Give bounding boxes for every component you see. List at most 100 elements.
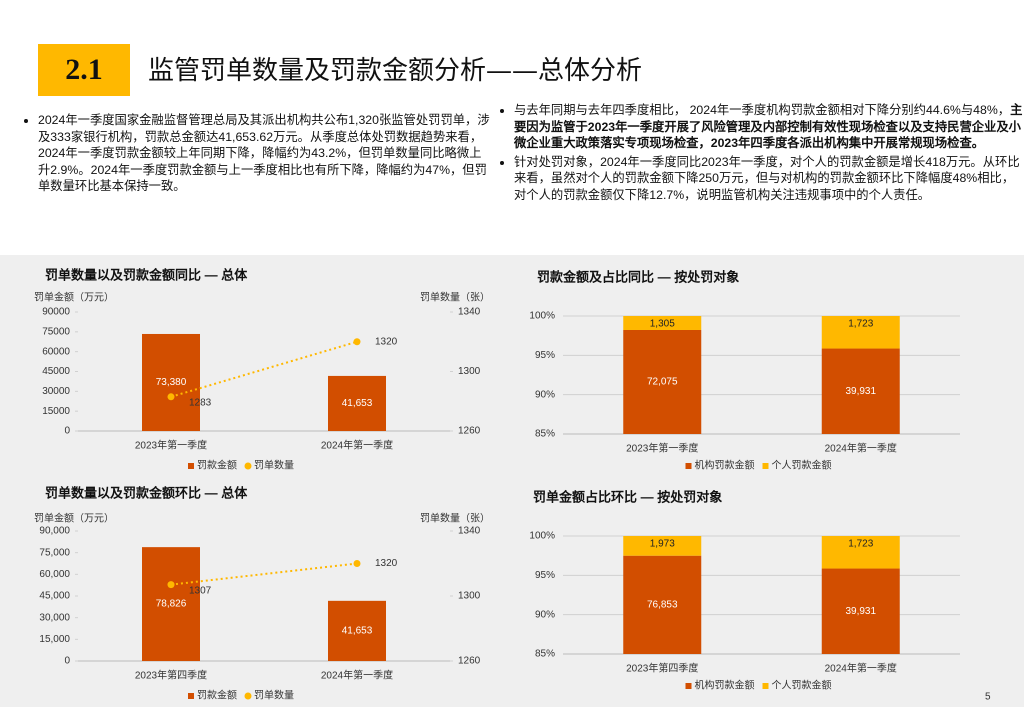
legend-swatch — [762, 683, 769, 689]
point-label: 1320 — [375, 558, 398, 569]
x-tick-label: 2024年第一季度 — [321, 669, 393, 682]
y-tick-label: 45000 — [42, 366, 70, 377]
bullet: 与去年同期与去年四季度相比， 2024年一季度机构罚款金额相对下降分别约44.6… — [514, 102, 1024, 152]
y2-tick-label: 1260 — [458, 426, 481, 437]
segment-label: 39,931 — [845, 606, 876, 617]
legend-label: 罚款金额 — [197, 689, 237, 702]
y-tick-label: 90000 — [42, 307, 70, 318]
y-tick-label: 75,000 — [39, 547, 70, 558]
x-tick-label: 2023年第四季度 — [626, 662, 698, 675]
y2-axis-label: 罚单数量（张） — [420, 291, 490, 304]
point-label: 1307 — [189, 585, 212, 596]
bar-label: 78,826 — [156, 599, 187, 610]
legend-swatch — [188, 463, 194, 469]
y2-tick-label: 1260 — [458, 656, 481, 667]
point — [167, 393, 175, 401]
bar-segment — [821, 348, 900, 434]
bar-segment — [821, 316, 900, 349]
legend-label: 机构罚款金额 — [695, 459, 755, 472]
y-tick-label: 100% — [529, 311, 555, 322]
y-tick-label: 30,000 — [39, 612, 70, 623]
bar — [328, 600, 386, 661]
segment-label: 39,931 — [845, 386, 876, 397]
x-tick-label: 2024年第一季度 — [825, 662, 897, 675]
segment-label: 72,075 — [647, 377, 678, 388]
y2-tick-label: 1300 — [458, 366, 481, 377]
legend-swatch — [685, 683, 692, 689]
page-number: 5 — [985, 692, 991, 703]
point-label: 1320 — [375, 336, 398, 347]
y-axis-label: 罚单金额（万元） — [34, 291, 114, 304]
y2-axis-label: 罚单数量（张） — [420, 512, 490, 525]
legend-swatch — [762, 463, 769, 469]
x-tick-label: 2023年第一季度 — [626, 442, 698, 455]
bullet: 针对处罚对象，2024年一季度同比2023年一季度，对个人的罚款金额是增长418… — [514, 154, 1024, 204]
legend-swatch — [244, 462, 252, 470]
bar-segment — [623, 329, 702, 434]
line — [170, 340, 358, 398]
left-bullets: 2024年一季度国家金融监督管理总局及其派出机构共公布1,320张监管处罚罚单，… — [20, 112, 493, 197]
y-tick-label: 15,000 — [39, 634, 70, 645]
y2-tick-label: 1300 — [458, 591, 481, 602]
bar-label: 73,380 — [156, 377, 187, 388]
y-tick-label: 85% — [535, 429, 555, 440]
legend-swatch — [188, 693, 194, 699]
bar — [142, 547, 200, 661]
y-axis-label: 罚单金额（万元） — [34, 512, 114, 525]
legend-label: 机构罚款金额 — [695, 679, 755, 692]
y-tick-label: 95% — [535, 570, 555, 581]
legend-label: 个人罚款金额 — [772, 679, 832, 692]
bar-label: 41,653 — [342, 398, 373, 409]
point — [353, 560, 361, 567]
y-tick-label: 15000 — [42, 406, 70, 417]
bar — [328, 375, 386, 431]
y-tick-label: 90% — [535, 389, 555, 400]
line — [170, 562, 358, 586]
chart-title: 罚款金额及占比同比 — 按处罚对象 — [537, 269, 739, 284]
segment-label: 76,853 — [647, 599, 678, 610]
y2-tick-label: 1340 — [458, 307, 481, 318]
y-tick-label: 90% — [535, 609, 555, 620]
segment-label: 1,723 — [848, 319, 873, 330]
segment-label: 1,723 — [848, 539, 873, 550]
y-tick-label: 100% — [529, 531, 555, 542]
legend-swatch — [244, 692, 252, 700]
y-tick-label: 30000 — [42, 386, 70, 397]
point — [353, 338, 361, 346]
slide-title: 监管罚单数量及罚款金额分析——总体分析 — [148, 56, 642, 86]
legend-label: 个人罚款金额 — [772, 459, 832, 472]
right-bullets: 与去年同期与去年四季度相比， 2024年一季度机构罚款金额相对下降分别约44.6… — [496, 102, 1024, 205]
y-tick-label: 0 — [64, 656, 70, 667]
bar-segment — [821, 568, 900, 654]
bar-label: 41,653 — [342, 626, 373, 637]
bar-segment — [623, 536, 702, 556]
legend-label: 罚款金额 — [197, 459, 237, 472]
chart-title: 罚单金额占比环比 — 按处罚对象 — [533, 489, 722, 504]
y-tick-label: 90,000 — [39, 526, 70, 537]
x-tick-label: 2023年第四季度 — [135, 669, 207, 682]
bar-segment — [623, 316, 702, 330]
y-tick-label: 95% — [535, 350, 555, 361]
y-tick-label: 60000 — [42, 346, 70, 357]
bar-segment — [623, 555, 702, 654]
legend-swatch — [685, 463, 692, 469]
x-tick-label: 2023年第一季度 — [135, 439, 207, 452]
legend-label: 罚单数量 — [254, 689, 294, 702]
x-tick-label: 2024年第一季度 — [321, 439, 393, 452]
bullet: 2024年一季度国家金融监督管理总局及其派出机构共公布1,320张监管处罚罚单，… — [38, 112, 493, 195]
chart-title: 罚单数量以及罚款金额同比 — 总体 — [45, 267, 248, 282]
x-tick-label: 2024年第一季度 — [825, 442, 897, 455]
y-tick-label: 85% — [535, 649, 555, 660]
legend-label: 罚单数量 — [254, 459, 294, 472]
y-tick-label: 45,000 — [39, 591, 70, 602]
y-tick-label: 75000 — [42, 326, 70, 337]
bar — [142, 333, 200, 431]
section-box — [38, 44, 130, 96]
y-tick-label: 60,000 — [39, 569, 70, 580]
bullet-bold: 主要因为监管于2023年一季度开展了风险管理及内部控制有效性现场检查以及支持民营… — [514, 103, 1023, 150]
bullet-text: 针对处罚对象，2024年一季度同比2023年一季度，对个人的罚款金额是增长418… — [514, 154, 1020, 202]
segment-label: 1,305 — [650, 319, 675, 330]
segment-label: 1,973 — [650, 539, 675, 550]
